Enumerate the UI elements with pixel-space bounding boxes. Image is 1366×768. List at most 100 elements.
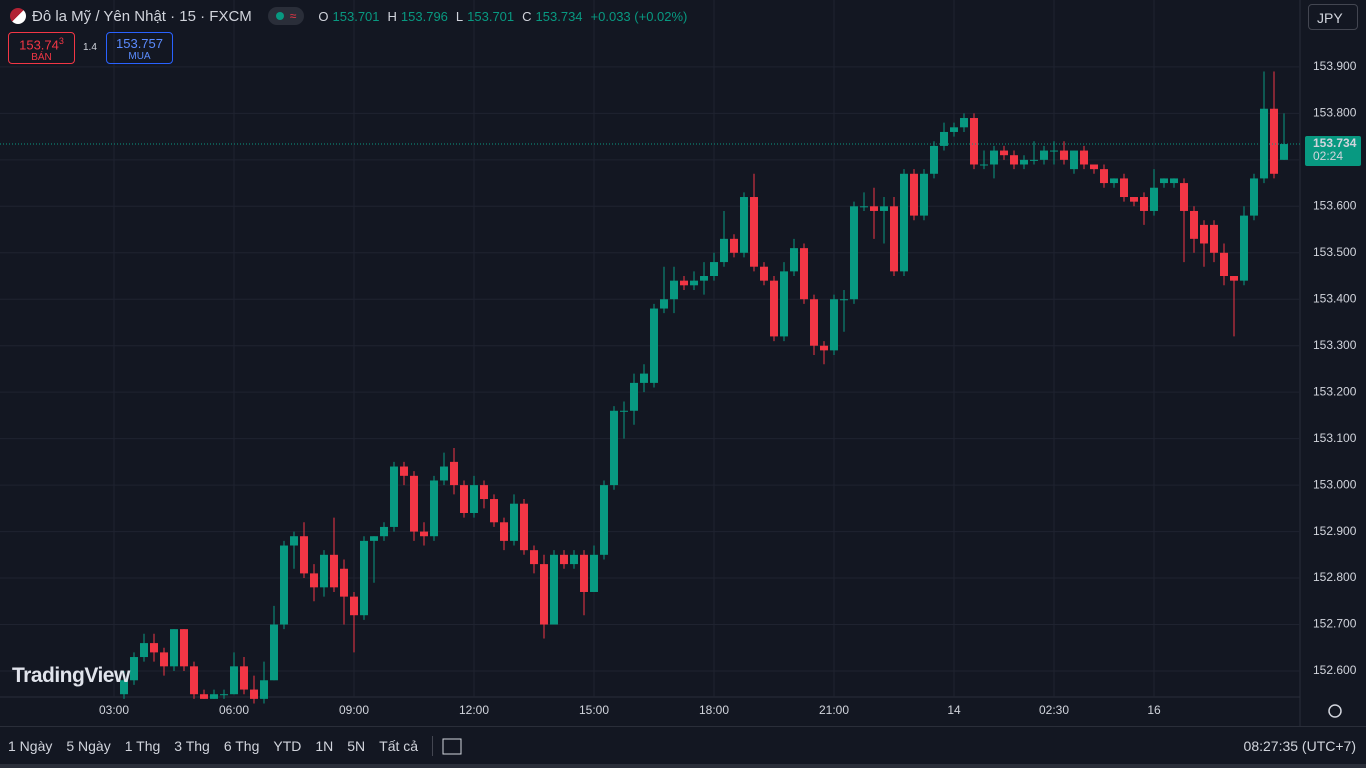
candle-body	[750, 197, 758, 267]
candle-body	[280, 545, 288, 625]
candle-body	[1140, 197, 1148, 211]
candle-body	[710, 262, 718, 277]
y-tick-label: 152.800	[1313, 570, 1357, 584]
candle-body	[700, 276, 708, 281]
buy-price: 153.757	[116, 36, 163, 51]
candle-body	[430, 480, 438, 537]
candle-body	[1130, 197, 1138, 202]
flag-icon	[10, 8, 26, 24]
sell-label: BÁN	[31, 52, 52, 64]
candle-body	[640, 373, 648, 383]
y-tick-label: 153.300	[1313, 338, 1357, 352]
sell-button[interactable]: 153.743 BÁN	[8, 32, 75, 64]
candle-body	[460, 485, 468, 513]
candle-body	[300, 536, 308, 574]
candle-body	[890, 206, 898, 272]
symbol-title[interactable]: Đô la Mỹ / Yên Nhật · 15 · FXCM	[32, 7, 252, 25]
candle-body	[1150, 187, 1158, 211]
change-value: +0.033 (+0.02%)	[590, 8, 688, 24]
buy-button[interactable]: 153.757 MUA	[106, 32, 173, 64]
candle-body	[1040, 150, 1048, 160]
y-tick-label: 152.600	[1313, 663, 1357, 677]
candle-body	[220, 694, 228, 696]
candle-body	[860, 206, 868, 208]
candle-body	[810, 299, 818, 346]
range-button[interactable]: 1 Thg	[119, 738, 167, 754]
candle-body	[140, 643, 148, 658]
candle-body	[210, 694, 218, 699]
candle-body	[600, 485, 608, 555]
low-prefix: L	[455, 8, 464, 24]
y-tick-label: 153.500	[1313, 245, 1357, 259]
candle-body	[120, 680, 128, 695]
candle-body	[610, 410, 618, 486]
candle-body	[650, 308, 658, 383]
x-tick-label: 03:00	[99, 703, 129, 717]
y-tick-label: 153.400	[1313, 291, 1357, 305]
candle-body	[240, 666, 248, 690]
candle-body	[1090, 164, 1098, 170]
x-tick-label: 18:00	[699, 703, 729, 717]
date-range-icon[interactable]	[441, 736, 463, 756]
candle-body	[130, 657, 138, 681]
x-tick-label: 21:00	[819, 703, 849, 717]
candle-body	[420, 531, 428, 537]
range-button[interactable]: 1N	[309, 738, 339, 754]
candle-body	[250, 689, 258, 699]
icon-shape	[442, 738, 462, 755]
close-prefix: C	[522, 8, 532, 24]
candle-body	[1010, 155, 1018, 165]
candle-body	[570, 554, 578, 565]
x-tick-label: 12:00	[459, 703, 489, 717]
sell-price: 153.743	[9, 33, 74, 52]
candle-body	[560, 554, 568, 565]
candle-body	[1160, 178, 1168, 184]
candle-body	[680, 280, 688, 286]
range-button[interactable]: 1 Ngày	[2, 738, 58, 754]
candle-body	[660, 299, 668, 309]
range-button[interactable]: 5N	[341, 738, 371, 754]
high-value: 153.796	[400, 8, 448, 24]
candle-body	[360, 540, 368, 616]
spread: 1.4	[83, 42, 97, 53]
candle-body	[920, 173, 928, 216]
candle-body	[1170, 178, 1178, 184]
candle-body	[330, 554, 338, 588]
currency-select[interactable]: JPY	[1308, 4, 1358, 30]
range-button[interactable]: YTD	[267, 738, 307, 754]
candle-body	[980, 164, 988, 166]
candle-body	[230, 666, 238, 695]
candle-body	[160, 652, 168, 667]
candle-body	[390, 466, 398, 527]
candle-body	[1080, 150, 1088, 165]
candle-body	[1190, 210, 1198, 239]
candle-body	[550, 554, 558, 625]
clock[interactable]: 08:27:35 (UTC+7)	[1243, 738, 1356, 754]
range-button[interactable]: 6 Thg	[218, 738, 266, 754]
range-button[interactable]: 3 Thg	[168, 738, 216, 754]
candle-body	[450, 461, 458, 486]
candle-body	[800, 248, 808, 300]
candle-body	[530, 550, 538, 565]
x-tick-label: 02:30	[1039, 703, 1069, 717]
settings-icon[interactable]	[1328, 704, 1342, 718]
y-tick-label: 153.000	[1313, 477, 1357, 491]
candle-body	[1020, 159, 1028, 165]
candle-body	[1100, 169, 1108, 184]
range-button[interactable]: Tất cả	[373, 738, 424, 754]
low-value: 153.701	[467, 8, 515, 24]
candle-body	[1030, 159, 1038, 161]
candle-body	[850, 206, 858, 300]
candle-body	[1050, 150, 1058, 152]
candle-body	[480, 485, 488, 500]
candle-body	[1120, 178, 1128, 198]
candle-body	[540, 564, 548, 625]
candle-body	[690, 280, 698, 286]
candle-body	[370, 536, 378, 541]
candle-body	[780, 271, 788, 337]
market-status[interactable]: ≈	[267, 7, 305, 25]
range-button[interactable]: 5 Ngày	[60, 738, 116, 754]
symbol-header: Đô la Mỹ / Yên Nhật · 15 · FXCM ≈ O 153.7…	[10, 6, 691, 26]
candle-body	[940, 131, 948, 146]
